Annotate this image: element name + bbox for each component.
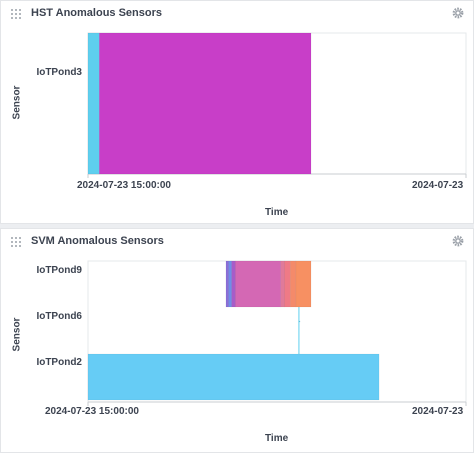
timeline-segment[interactable]	[284, 260, 291, 308]
x-axis-label: Time	[265, 433, 289, 444]
svm-panel: SVM Anomalous Sensors Sensor 2024-07-23 …	[0, 228, 474, 453]
x-tick-label: 2024-07-23 15:00:00	[77, 180, 171, 191]
hst-plot	[87, 32, 467, 178]
timeline-segment[interactable]	[231, 260, 236, 308]
drag-handle-icon[interactable]	[11, 9, 21, 19]
svm-plot	[87, 260, 467, 406]
panel-header: SVM Anomalous Sensors	[1, 229, 473, 255]
y-category-label: IoTPond9	[36, 265, 82, 276]
y-category-label: IoTPond2	[36, 357, 82, 368]
x-tick-label: 2024-07-23	[412, 406, 464, 417]
x-tick-label: 2024-07-23 15:00:00	[45, 406, 139, 417]
timeline-segment[interactable]	[87, 353, 380, 401]
timeline-segment[interactable]	[87, 32, 100, 175]
timeline-segment[interactable]	[225, 260, 229, 308]
timeline-segment[interactable]	[228, 260, 232, 308]
timeline-segment[interactable]	[99, 32, 312, 175]
hst-panel: HST Anomalous Sensors Sensor 2024-07-23 …	[0, 0, 474, 224]
y-axis-label: Sensor	[11, 85, 23, 120]
gear-icon[interactable]	[452, 235, 464, 247]
timeline-segment[interactable]	[298, 320, 301, 323]
y-category-label: IoTPond3	[36, 67, 82, 78]
timeline-segment[interactable]	[280, 260, 285, 308]
panel-header: HST Anomalous Sensors	[1, 1, 473, 27]
gear-icon[interactable]	[452, 7, 464, 19]
drag-handle-icon[interactable]	[11, 237, 21, 247]
panel-title: SVM Anomalous Sensors	[31, 235, 164, 247]
timeline-segment[interactable]	[295, 260, 312, 308]
x-tick-label: 2024-07-23	[412, 180, 464, 191]
panel-title: HST Anomalous Sensors	[31, 7, 163, 19]
timeline-segment[interactable]	[289, 260, 297, 308]
y-category-label: IoTPond6	[36, 311, 82, 322]
x-axis-label: Time	[265, 207, 289, 218]
timeline-segment[interactable]	[235, 260, 282, 308]
